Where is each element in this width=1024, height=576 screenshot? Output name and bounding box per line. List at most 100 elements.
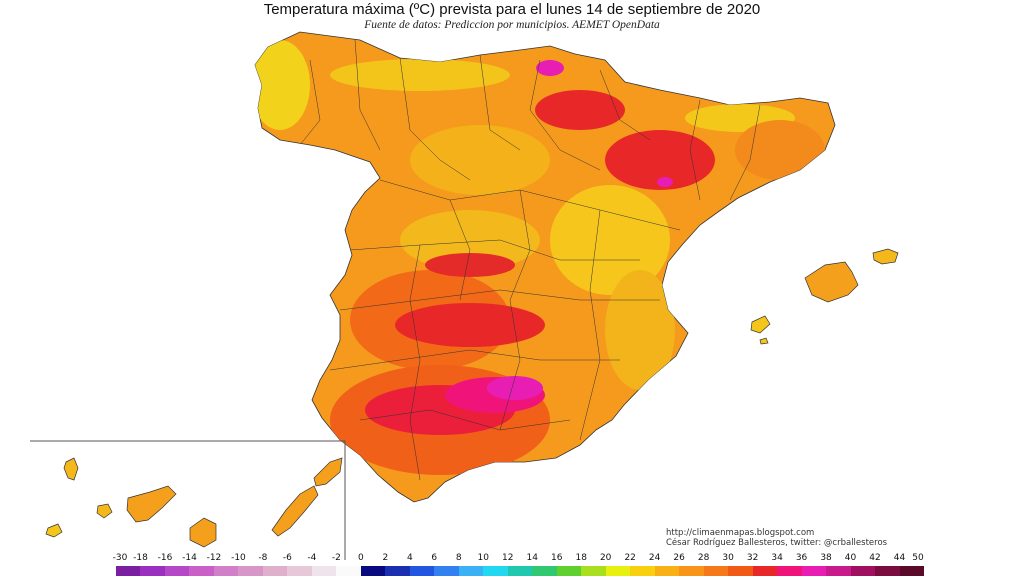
island-formentera — [759, 337, 769, 345]
legend-label: 2 — [382, 553, 389, 563]
island-tenerife — [126, 485, 177, 523]
zone-ebro-hot — [605, 130, 715, 190]
legend-swatch — [703, 566, 729, 576]
legend-label: 42 — [869, 553, 881, 563]
zone-bilbao-max — [536, 60, 564, 76]
legend-swatch — [875, 566, 900, 576]
legend-label: -18 — [133, 553, 148, 563]
legend-label: 6 — [431, 553, 438, 563]
zone-guadiana-hot — [395, 303, 545, 347]
legend-swatch — [434, 566, 459, 576]
credits-url[interactable]: http://climaenmapas.blogspot.com — [666, 528, 815, 538]
legend-label: 20 — [599, 553, 612, 563]
legend-swatch — [581, 566, 606, 576]
legend-label: 0 — [357, 553, 364, 563]
zone-iberico — [550, 185, 670, 295]
island-gran-canaria — [189, 517, 217, 548]
zone-north-plateau — [410, 125, 550, 195]
legend-label: 28 — [697, 553, 710, 563]
island-fuerteventura — [271, 485, 319, 537]
legend-label: 38 — [820, 553, 832, 563]
legend-label: 44 — [893, 553, 906, 563]
legend-swatch — [483, 566, 508, 576]
legend-swatch — [458, 566, 484, 576]
legend-label: -30 — [112, 553, 128, 563]
legend-swatch — [116, 566, 141, 576]
legend-swatch — [507, 566, 533, 576]
island-lanzarote — [313, 457, 343, 487]
legend-swatch — [605, 566, 631, 576]
legend-label: 14 — [526, 553, 538, 563]
legend-swatch — [189, 566, 214, 576]
legend-swatch — [311, 566, 337, 576]
legend-label: 22 — [624, 553, 636, 563]
zone-galicia-coast — [255, 40, 310, 130]
legend-label: 18 — [575, 553, 587, 563]
legend-swatch — [630, 566, 655, 576]
balearic-islands — [750, 248, 899, 345]
canary-inset — [30, 440, 346, 560]
temperature-field — [255, 40, 825, 475]
map-subtitle: Fuente de datos: Prediccion por municipi… — [364, 19, 660, 31]
credits: http://climaenmapas.blogspot.com César R… — [666, 528, 887, 548]
legend-label: 24 — [648, 553, 661, 563]
peninsula — [254, 31, 836, 503]
island-ibiza — [750, 315, 771, 334]
legend-swatch — [238, 566, 263, 576]
island-la-gomera — [96, 503, 113, 519]
legend-label: 4 — [406, 553, 413, 563]
island-menorca — [872, 248, 899, 265]
legend-label: 30 — [722, 553, 734, 563]
legend-label: 26 — [673, 553, 685, 563]
legend-swatch — [752, 566, 778, 576]
credits-author: César Rodríguez Ballesteros, twitter: @c… — [666, 538, 888, 548]
legend-label: 50 — [912, 553, 924, 563]
legend-label: -2 — [331, 553, 341, 563]
legend-label: -14 — [182, 553, 197, 563]
legend-label: -16 — [157, 553, 173, 563]
legend-swatch — [556, 566, 582, 576]
legend-swatch — [777, 566, 802, 576]
island-mallorca — [804, 261, 859, 303]
legend-swatch — [262, 566, 288, 576]
legend-swatch — [140, 566, 165, 576]
province-boundaries — [299, 39, 761, 481]
zone-jaen-max — [487, 376, 543, 400]
legend-swatch — [287, 566, 312, 576]
legend-swatch — [532, 566, 557, 576]
legend-label: 8 — [455, 553, 462, 563]
legend-labels: -30 -18 -16 -14 -12 -10 -8 -6 -4 -2 0 2 4 6 8 10 12 14 16 1… — [112, 553, 924, 565]
legend-label: 32 — [746, 553, 759, 563]
inset-frame — [30, 440, 346, 560]
legend-label: 36 — [795, 553, 808, 563]
legend-swatch — [826, 566, 851, 576]
zone-tajo-hot — [425, 253, 515, 277]
legend-swatch — [213, 566, 239, 576]
legend-label: 34 — [771, 553, 783, 563]
legend-label: 16 — [550, 553, 563, 563]
zone-zaragoza-max — [657, 177, 673, 187]
island-la-palma — [63, 457, 79, 481]
zone-central — [400, 210, 540, 270]
legend-swatch — [385, 566, 410, 576]
legend-swatch — [899, 566, 924, 576]
map-title: Temperatura máxima (ºC) prevista para el… — [263, 1, 761, 18]
legend-label: -6 — [282, 553, 292, 563]
legend-swatch — [679, 566, 704, 576]
legend-label: -10 — [231, 553, 246, 563]
legend-swatch — [336, 566, 361, 576]
zone-valencia — [605, 270, 675, 390]
legend-label: 10 — [477, 553, 489, 563]
legend-label: -8 — [258, 553, 268, 563]
legend-swatch — [409, 566, 435, 576]
legend-swatches — [116, 566, 924, 576]
zone-catalonia — [735, 120, 825, 180]
legend-swatch — [728, 566, 753, 576]
island-el-hierro — [45, 523, 63, 538]
legend-swatch — [360, 566, 386, 576]
legend-label: 12 — [502, 553, 514, 563]
legend-label: -4 — [307, 553, 317, 563]
legend-label: 40 — [844, 553, 857, 563]
color-legend: -30 -18 -16 -14 -12 -10 -8 -6 -4 -2 0 2 4 6 8 10 12 14 16 1… — [112, 553, 924, 576]
